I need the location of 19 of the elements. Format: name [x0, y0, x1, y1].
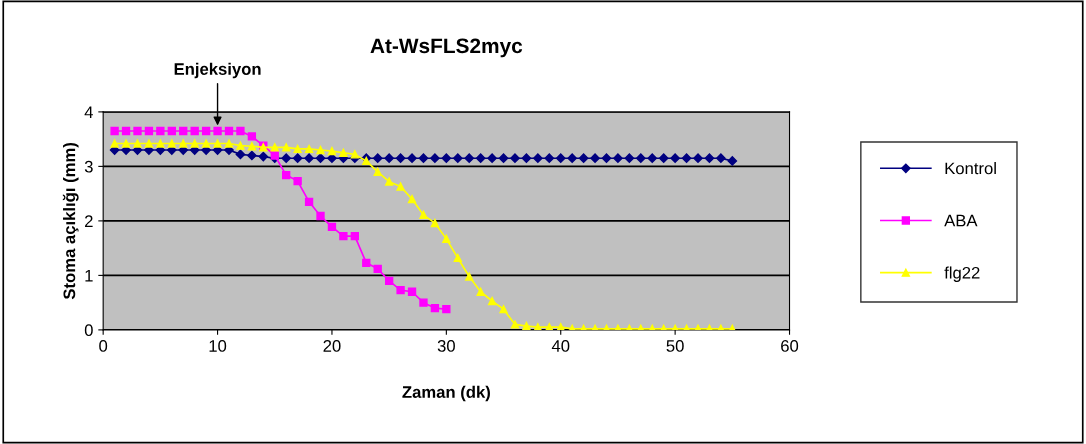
- x-tick-label: 30: [437, 340, 455, 352]
- legend-label: Kontrol: [945, 162, 996, 175]
- x-tick-label: 10: [209, 340, 227, 352]
- chart-title: At-WsFLS2myc: [370, 38, 523, 58]
- y-tick-label: 3: [84, 160, 93, 173]
- x-tick-label: 0: [99, 340, 108, 352]
- x-tick-label: 60: [781, 340, 799, 352]
- y-tick-label: 4: [84, 106, 93, 118]
- x-tick-label: 40: [551, 340, 570, 352]
- x-axis-title: Zaman (dk): [402, 385, 490, 402]
- x-tick-label: 50: [666, 340, 684, 352]
- annotation: Enjeksiyon: [174, 62, 261, 79]
- y-axis-title: Stoma açıklığı (mm): [62, 142, 79, 300]
- y-tick-label: 0: [84, 324, 93, 337]
- legend-label: flg22: [944, 266, 980, 282]
- x-tick-label: 20: [323, 340, 341, 352]
- legend-label: ABA: [944, 214, 978, 227]
- y-tick-label: 2: [85, 215, 93, 227]
- y-tick-label: 1: [85, 269, 93, 282]
